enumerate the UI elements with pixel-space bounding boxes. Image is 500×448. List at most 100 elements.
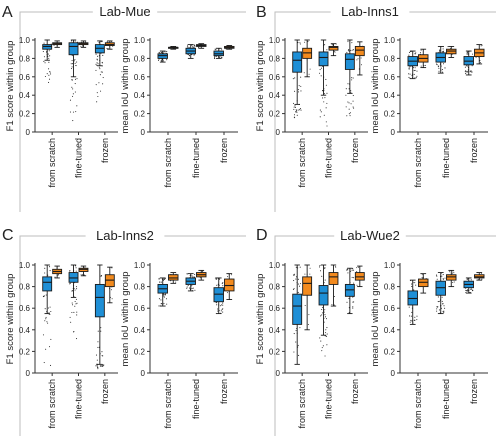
outlier-point [348, 113, 350, 115]
outlier-point [96, 365, 98, 367]
y-tick-label: 0.2 [269, 110, 281, 119]
outlier-point [44, 62, 46, 64]
outlier-point [465, 73, 467, 75]
outlier-point [49, 270, 51, 272]
outlier-point [221, 48, 223, 50]
x-tick-label: fine-tuned [74, 138, 84, 178]
panel-b: B Lab-Inns1 [256, 4, 496, 212]
y-tick-label: 0 [391, 369, 396, 378]
y-axis-label: F1 score within group [255, 41, 266, 132]
outlier-point [193, 276, 195, 278]
outlier-point [352, 301, 354, 303]
box-orange [302, 264, 313, 331]
outlier-point [346, 301, 348, 303]
outlier-point [221, 283, 223, 285]
outlier-point [358, 266, 360, 268]
panel-frame [19, 235, 246, 436]
outlier-point [437, 296, 439, 298]
outlier-point [111, 298, 113, 300]
outlier-point [416, 75, 418, 77]
outlier-point [161, 51, 163, 54]
box-orange [196, 269, 207, 281]
outlier-point [466, 65, 468, 67]
outlier-point [102, 54, 104, 57]
outlier-point [413, 289, 415, 291]
outlier-point [163, 302, 165, 304]
outlier-point [74, 62, 76, 64]
outlier-point [226, 292, 228, 294]
outlier-point [325, 107, 327, 109]
panel-d: D Lab-Wue2 [256, 227, 496, 436]
outlier-point [319, 116, 321, 118]
outlier-point [408, 66, 410, 68]
y-tick-label: 1.0 [19, 261, 31, 270]
outlier-point [444, 67, 446, 69]
outlier-point [70, 63, 72, 65]
outlier-point [222, 285, 224, 287]
outlier-point [475, 57, 477, 59]
box-orange [224, 273, 235, 301]
outlier-point [106, 41, 108, 43]
box-blue [318, 39, 329, 127]
outlier-point [421, 277, 423, 279]
outlier-point [222, 282, 224, 284]
y-axis-label: mean IoU within group [370, 271, 381, 366]
outlier-point [71, 63, 74, 65]
outlier-point [295, 278, 297, 280]
outlier-point [441, 300, 443, 302]
outlier-point [75, 270, 77, 272]
outlier-point [356, 267, 358, 269]
outlier-point [299, 109, 301, 111]
outlier-point [293, 333, 295, 335]
box-body [42, 276, 53, 292]
outlier-point [110, 296, 112, 298]
outlier-point [97, 346, 99, 349]
outlier-point [44, 308, 46, 310]
outlier-point [470, 279, 472, 281]
outlier-point [48, 50, 50, 52]
outlier-point [76, 314, 78, 316]
outlier-point [352, 307, 354, 309]
y-tick-label: 1.0 [19, 36, 31, 45]
outlier-point [58, 274, 60, 276]
outlier-point [480, 45, 482, 47]
y-tick-label: 0.6 [269, 304, 281, 313]
outlier-point [413, 73, 415, 76]
outlier-point [319, 270, 322, 272]
box-orange [224, 45, 235, 50]
y-tick-label: 0.8 [134, 54, 146, 63]
outlier-point [294, 106, 296, 109]
outlier-point [73, 330, 75, 333]
box-body [318, 51, 329, 67]
outlier-point [345, 106, 347, 108]
panel-letter: A [2, 4, 13, 21]
outlier-point [158, 298, 160, 300]
outlier-point [326, 49, 328, 51]
outlier-point [97, 341, 99, 343]
x-tick-label: fine-tuned [441, 138, 451, 178]
outlier-point [292, 289, 295, 291]
outlier-point [408, 76, 410, 78]
outlier-point [97, 55, 99, 57]
outlier-point [438, 65, 440, 67]
x-tick-label: from scratch [47, 379, 57, 429]
outlier-point [346, 51, 348, 53]
outlier-point [76, 78, 78, 80]
x-tick-label: from scratch [413, 379, 423, 429]
outlier-point [74, 83, 76, 85]
outlier-point [441, 296, 443, 298]
outlier-point [48, 312, 50, 314]
outlier-point [323, 114, 325, 116]
outlier-point [49, 266, 51, 268]
outlier-point [414, 77, 416, 79]
outlier-point [49, 364, 52, 367]
outlier-point [163, 278, 165, 280]
outlier-point [414, 53, 416, 55]
outlier-point [44, 75, 46, 78]
outlier-point [350, 90, 352, 92]
outlier-point [44, 320, 46, 322]
outlier-point [295, 330, 297, 332]
outlier-point [471, 289, 474, 292]
